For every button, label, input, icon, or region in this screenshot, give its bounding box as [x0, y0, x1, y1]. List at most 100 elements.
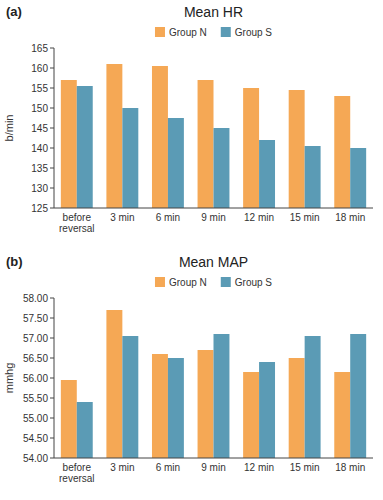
bar: [214, 128, 230, 208]
panel: (a) Mean HR b/min 125 130 135 140 145 150 155 160 1…: [3, 4, 373, 234]
legend-entry: Group N: [169, 27, 207, 38]
bar: [198, 80, 214, 208]
x-tick-label: 6 min: [156, 212, 180, 223]
x-tick-label: beforereversal: [59, 212, 95, 234]
y-tick: [50, 318, 54, 319]
panel: (b) Mean MAP mmhg 54.00 54.50 55.00 55.50 56.00…: [3, 254, 373, 484]
x-tick-label: 3 min: [110, 212, 134, 223]
y-tick: [50, 208, 54, 209]
legend: Group N Group S: [155, 277, 272, 288]
legend-entry: Group S: [235, 27, 273, 38]
bar: [168, 358, 184, 458]
y-tick: [50, 168, 54, 169]
bar: [77, 86, 93, 208]
bar: [77, 402, 93, 458]
y-tick: [50, 88, 54, 89]
y-tick-label: 135: [31, 163, 48, 174]
x-tick-label: 9 min: [201, 212, 225, 223]
y-tick-label: 54.00: [23, 453, 48, 464]
bar: [152, 66, 168, 208]
panel-label: (a): [6, 4, 22, 19]
y-axis-label: b/min: [3, 115, 15, 142]
bar: [350, 334, 366, 458]
bar: [61, 380, 77, 458]
bar: [106, 64, 122, 208]
y-tick-label: 155: [31, 83, 48, 94]
y-tick: [50, 338, 54, 339]
bar: [198, 350, 214, 458]
bar: [289, 90, 305, 208]
y-tick-label: 140: [31, 143, 48, 154]
title: Mean MAP: [179, 254, 248, 270]
panel-label: (b): [6, 254, 23, 269]
y-tick: [50, 418, 54, 419]
y-tick-label: 165: [31, 43, 48, 54]
legend-swatch: [221, 27, 231, 37]
y-tick-label: 58.00: [23, 293, 48, 304]
chart-root: (a) Mean HR b/min 125 130 135 140 145 150 155 160 1…: [0, 0, 383, 500]
bar: [305, 336, 321, 458]
x-tick-label: 6 min: [156, 462, 180, 473]
y-tick-label: 56.00: [23, 373, 48, 384]
x-tick-label: 15 min: [290, 212, 320, 223]
y-tick-label: 56.50: [23, 353, 48, 364]
bar: [334, 96, 350, 208]
bar: [259, 140, 275, 208]
title: Mean HR: [184, 4, 243, 20]
y-tick: [50, 458, 54, 459]
bars: [61, 310, 366, 458]
bar: [106, 310, 122, 458]
legend-swatch: [155, 27, 165, 37]
x-tick-label: beforereversal: [59, 462, 95, 484]
y-tick-label: 55.00: [23, 413, 48, 424]
bar: [243, 372, 259, 458]
y-tick: [50, 378, 54, 379]
legend-entry: Group S: [235, 277, 273, 288]
y-tick: [50, 68, 54, 69]
y-tick-label: 57.50: [23, 313, 48, 324]
x-axis-line: [54, 208, 373, 209]
bar: [152, 354, 168, 458]
x-tick-label: 12 min: [244, 462, 274, 473]
y-axis-label: mmhg: [3, 363, 15, 394]
x-axis-line: [54, 458, 373, 459]
bar: [61, 80, 77, 208]
y-tick-label: 130: [31, 183, 48, 194]
x-tick-label: 9 min: [201, 462, 225, 473]
y-tick-label: 150: [31, 103, 48, 114]
x-tick-label: 15 min: [290, 462, 320, 473]
bar: [259, 362, 275, 458]
bar: [243, 88, 259, 208]
legend-entry: Group N: [169, 277, 207, 288]
y-tick: [50, 148, 54, 149]
y-tick: [50, 128, 54, 129]
y-tick: [50, 188, 54, 189]
x-tick-label: 12 min: [244, 212, 274, 223]
bar: [350, 148, 366, 208]
bar: [168, 118, 184, 208]
bar: [305, 146, 321, 208]
x-tick-label: 18 min: [335, 212, 365, 223]
y-tick: [50, 438, 54, 439]
y-tick-label: 125: [31, 203, 48, 214]
bar: [334, 372, 350, 458]
y-tick-label: 55.50: [23, 393, 48, 404]
bar: [214, 334, 230, 458]
y-tick: [50, 48, 54, 49]
y-tick-label: 54.50: [23, 433, 48, 444]
bars: [61, 64, 366, 208]
y-tick-label: 160: [31, 63, 48, 74]
legend-swatch: [155, 277, 165, 287]
y-tick-label: 145: [31, 123, 48, 134]
bar: [289, 358, 305, 458]
y-tick: [50, 298, 54, 299]
bar: [122, 336, 138, 458]
y-tick: [50, 108, 54, 109]
x-tick-label: 18 min: [335, 462, 365, 473]
bar: [122, 108, 138, 208]
y-tick-label: 57.00: [23, 333, 48, 344]
y-tick: [50, 398, 54, 399]
x-tick-label: 3 min: [110, 462, 134, 473]
legend-swatch: [221, 277, 231, 287]
y-tick: [50, 358, 54, 359]
